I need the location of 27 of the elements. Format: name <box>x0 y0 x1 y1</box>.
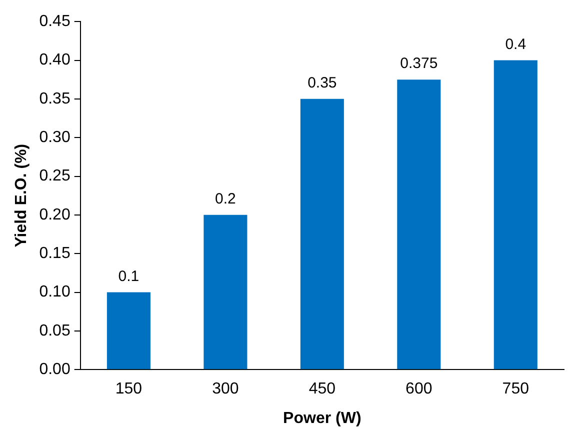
x-tick-label: 600 <box>406 380 432 398</box>
bar <box>494 60 538 370</box>
y-tick-label: 0.35 <box>39 90 70 108</box>
x-tick-label: 450 <box>308 380 336 398</box>
x-tick-label: 750 <box>502 380 530 398</box>
x-tick-label: 150 <box>115 380 142 398</box>
data-label: 0.375 <box>400 55 438 72</box>
bar <box>300 98 344 370</box>
bar <box>106 292 150 370</box>
y-axis-title: Yield E.O. (%) <box>13 144 30 248</box>
bar <box>204 214 248 370</box>
y-tick-label: 0.25 <box>39 168 70 185</box>
y-tick-label: 0.20 <box>39 206 70 224</box>
y-tick-label: 0.00 <box>39 361 70 378</box>
x-axis-title: Power (W) <box>283 410 362 427</box>
y-tick-label: 0.40 <box>39 52 70 69</box>
data-label: 0.1 <box>118 268 140 285</box>
x-tick-label: 300 <box>212 380 239 398</box>
bar <box>397 80 441 370</box>
data-label: 0.2 <box>215 190 236 208</box>
y-tick-label: 0.15 <box>39 245 70 262</box>
data-label: 0.4 <box>505 36 526 53</box>
y-tick-label: 0.30 <box>39 129 70 146</box>
y-tick-label: 0.10 <box>39 284 70 301</box>
y-tick-label: 0.45 <box>39 13 70 30</box>
data-label: 0.35 <box>308 74 337 92</box>
y-tick-label: 0.05 <box>39 322 70 340</box>
